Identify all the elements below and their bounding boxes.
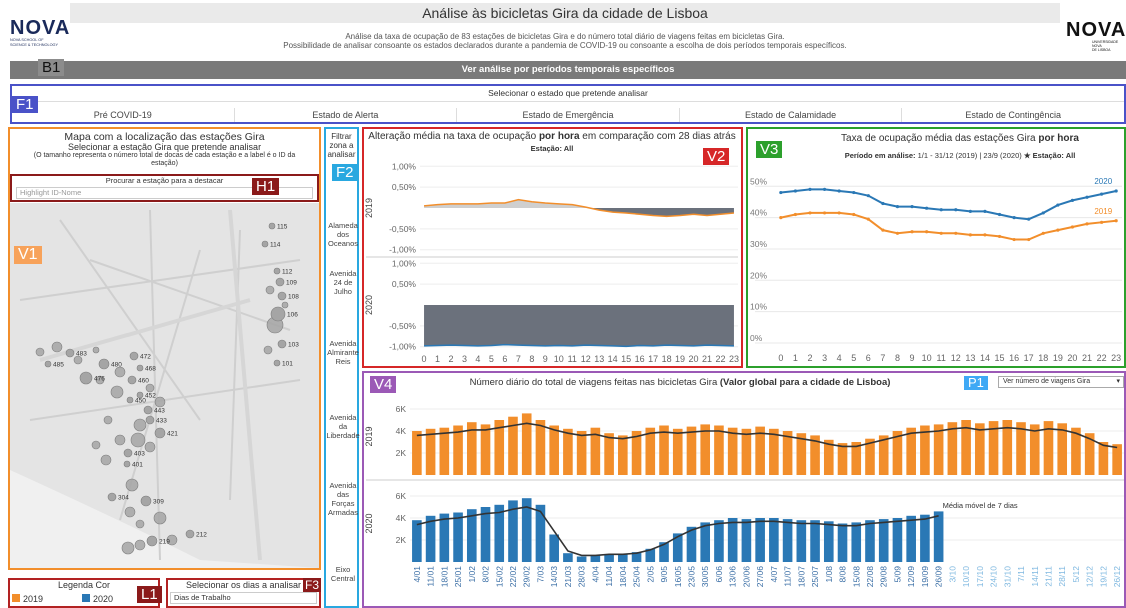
chart-title: Alteração média na taxa de ocupação por … <box>366 131 738 142</box>
tag: V1 <box>14 246 42 264</box>
subtitle-part: ★ Estação: All <box>1023 151 1076 160</box>
title-part: Alteração média na taxa de ocupação <box>368 131 537 142</box>
occupancy-change-panel <box>362 127 743 368</box>
logo-sub: SCIENCE & TECHNOLOGY <box>10 42 59 47</box>
state-tab[interactable]: Estado de Emergência <box>457 108 680 122</box>
zone-option[interactable]: Alameda dos Oceanos <box>327 221 359 248</box>
period-button[interactable]: Ver análise por períodos temporais espec… <box>10 61 1126 79</box>
map-note: (O tamanho representa o número total de … <box>33 152 296 167</box>
logo-right: NOVA UNIVERSIDADE NOVA DE LISBOA <box>1066 19 1126 52</box>
map-attribution: © 2021 Mapbox © OpenStreetMap <box>14 558 122 565</box>
dropdown-label: Ver número de viagens Gira <box>1003 378 1091 385</box>
days-filter: Selecionar os dias a analisar Dias de Tr… <box>166 578 321 608</box>
state-filter: Selecionar o estado que pretende analisa… <box>10 84 1126 124</box>
map-panel: Mapa com a localização das estações Gira… <box>8 127 321 570</box>
search-input[interactable]: Highlight ID-Nome <box>16 187 313 199</box>
legend-swatch <box>82 594 90 602</box>
filter-label: Filtrar zona a analisar <box>327 132 356 159</box>
title-part: em comparação com 28 dias atrás <box>582 131 736 142</box>
logo-sub: UNIVERSIDADE NOVA <box>1092 40 1119 48</box>
filter-label: Selecionar o estado que pretende analisa… <box>488 88 648 98</box>
zone-option[interactable]: Avenida Almirante Reis <box>327 339 359 366</box>
tag: F1 <box>12 96 38 113</box>
header-description: Análise da taxa de ocupação de 83 estaçõ… <box>120 32 1010 50</box>
legend-label: 2019 <box>23 594 44 604</box>
subtitle-part: 1/1 - 31/12 (2019) | 23/9 (2020) <box>917 151 1022 160</box>
state-tab[interactable]: Estado de Contingência <box>965 110 1061 120</box>
tag: V2 <box>703 148 730 165</box>
dropdown-arrow: ▾ <box>1116 378 1120 385</box>
tag: V4 <box>370 376 397 393</box>
tag: B1 <box>38 59 65 76</box>
legend-label: 2020 <box>93 594 114 604</box>
logo-text: NOVA <box>1066 19 1126 41</box>
title-part: Taxa de ocupação média das estações Gira <box>841 133 1036 144</box>
header-title: Análise às bicicletas Gira da cidade de … <box>70 3 1060 23</box>
occupancy-panel <box>746 127 1126 368</box>
state-tab[interactable]: Pré COVID-19 <box>12 108 235 122</box>
zone-option[interactable]: Avenida da Liberdade <box>326 413 360 440</box>
zone-option[interactable]: Eixo Central <box>330 565 356 583</box>
trips-dropdown[interactable]: Ver número de viagens Gira ▾ <box>998 376 1124 388</box>
logo-sub: NOVA SCHOOL OF <box>10 38 44 42</box>
description-line: Possibilidade de analisar consoante os e… <box>283 41 847 50</box>
chart-subtitle: Estação: All <box>530 144 574 153</box>
tag: H1 <box>252 178 280 195</box>
days-dropdown[interactable]: Dias de Trabalho <box>170 592 317 604</box>
title-part: por hora <box>538 131 580 142</box>
logo-sub: DE LISBOA <box>1092 48 1111 52</box>
title-part: Número diário do total de viagens feitas… <box>469 377 718 388</box>
trips-panel <box>362 371 1126 608</box>
zone-option[interactable]: Avenida 24 de Julho <box>329 269 357 296</box>
map-title: Mapa com a localização das estações Gira <box>64 131 265 143</box>
map-subtitle: Selecionar a estação Gira que pretende a… <box>67 142 262 152</box>
title-part: (Valor global para a cidade de Lisboa) <box>719 377 891 388</box>
legend-entry: 2020 <box>82 594 113 604</box>
logo-left: NOVA NOVA SCHOOL OF SCIENCE & TECHNOLOGY <box>10 18 70 47</box>
chart-subtitle: Período em análise: 1/1 - 31/12 (2019) |… <box>800 151 1120 160</box>
subtitle-part: Período em análise: <box>844 151 916 160</box>
zone-filter: Filtrar zona a analisar Alameda dos Ocea… <box>324 127 360 608</box>
search-label: Procurar a estação para a destacar <box>105 176 224 185</box>
title-part: por hora <box>1038 133 1079 144</box>
legend-swatch <box>12 594 20 602</box>
tag: V3 <box>756 141 783 158</box>
legend-title: Legenda Cor <box>57 580 111 590</box>
filter-label: Selecionar os dias a analisar <box>185 580 302 590</box>
state-tab[interactable]: Estado de Calamidade <box>680 108 903 122</box>
tag: L1 <box>137 586 162 603</box>
state-tab[interactable]: Estado de Alerta <box>235 108 458 122</box>
logo-text: NOVA <box>10 17 71 39</box>
tag: F2 <box>332 164 358 181</box>
chart-title: Taxa de ocupação média das estações Gira… <box>800 133 1120 144</box>
zone-option[interactable]: Avenida das Forças Armadas <box>327 481 358 517</box>
chart-title: Número diário do total de viagens feitas… <box>440 377 920 388</box>
tag: P1 <box>964 376 988 390</box>
tag: F3 <box>303 578 322 592</box>
legend-entry: 2019 <box>12 594 43 604</box>
description-line: Análise da taxa de ocupação de 83 estaçõ… <box>345 32 785 41</box>
